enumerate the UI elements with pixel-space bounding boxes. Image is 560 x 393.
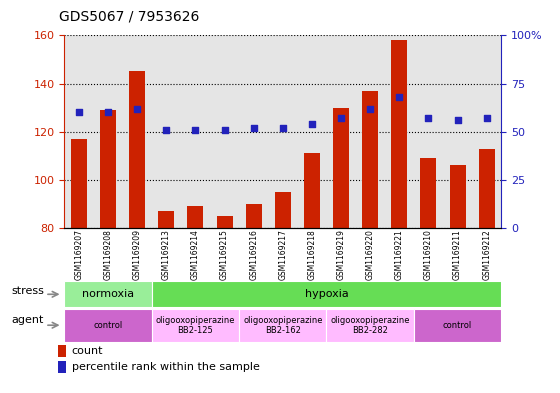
- Bar: [100, 110, 116, 228]
- Point: [366, 105, 375, 112]
- Bar: [64, 35, 94, 228]
- Bar: [326, 35, 356, 228]
- Bar: [152, 281, 501, 307]
- Point: [133, 105, 142, 112]
- Bar: [304, 153, 320, 228]
- Bar: [479, 149, 494, 228]
- Text: hypoxia: hypoxia: [305, 289, 348, 299]
- Bar: [268, 35, 297, 228]
- Bar: [64, 309, 152, 342]
- Point: [220, 127, 229, 133]
- Bar: [152, 309, 239, 342]
- Bar: [58, 345, 66, 357]
- Text: stress: stress: [12, 286, 44, 296]
- Text: oligooxopiperazine
BB2-125: oligooxopiperazine BB2-125: [156, 316, 235, 335]
- Bar: [297, 35, 326, 228]
- Point: [191, 127, 200, 133]
- Bar: [356, 35, 385, 228]
- Bar: [391, 40, 407, 228]
- Text: oligooxopiperazine
BB2-162: oligooxopiperazine BB2-162: [243, 316, 323, 335]
- Bar: [123, 35, 152, 228]
- Text: GDS5067 / 7953626: GDS5067 / 7953626: [59, 9, 199, 24]
- Bar: [450, 165, 465, 228]
- Bar: [362, 91, 378, 228]
- Point: [482, 115, 491, 121]
- Point: [307, 121, 316, 127]
- Text: agent: agent: [12, 315, 44, 325]
- Bar: [443, 35, 472, 228]
- Bar: [71, 139, 87, 228]
- Bar: [414, 309, 501, 342]
- Bar: [64, 281, 152, 307]
- Bar: [129, 72, 145, 228]
- Bar: [414, 35, 443, 228]
- Point: [278, 125, 287, 131]
- Point: [249, 125, 258, 131]
- Bar: [158, 211, 174, 228]
- Bar: [275, 192, 291, 228]
- Point: [424, 115, 433, 121]
- Text: control: control: [443, 321, 472, 330]
- Bar: [385, 35, 414, 228]
- Point: [453, 117, 462, 123]
- Bar: [58, 361, 66, 373]
- Bar: [239, 35, 268, 228]
- Bar: [472, 35, 501, 228]
- Bar: [246, 204, 262, 228]
- Point: [74, 109, 83, 116]
- Bar: [181, 35, 210, 228]
- Bar: [333, 108, 349, 228]
- Text: oligooxopiperazine
BB2-282: oligooxopiperazine BB2-282: [330, 316, 410, 335]
- Point: [162, 127, 171, 133]
- Point: [337, 115, 346, 121]
- Text: normoxia: normoxia: [82, 289, 134, 299]
- Bar: [210, 35, 239, 228]
- Bar: [94, 35, 123, 228]
- Bar: [217, 216, 232, 228]
- Point: [104, 109, 113, 116]
- Point: [395, 94, 404, 100]
- Bar: [188, 206, 203, 228]
- Bar: [152, 35, 181, 228]
- Bar: [239, 309, 326, 342]
- Text: count: count: [72, 346, 103, 356]
- Text: percentile rank within the sample: percentile rank within the sample: [72, 362, 259, 372]
- Text: control: control: [94, 321, 123, 330]
- Bar: [326, 309, 414, 342]
- Bar: [421, 158, 436, 228]
